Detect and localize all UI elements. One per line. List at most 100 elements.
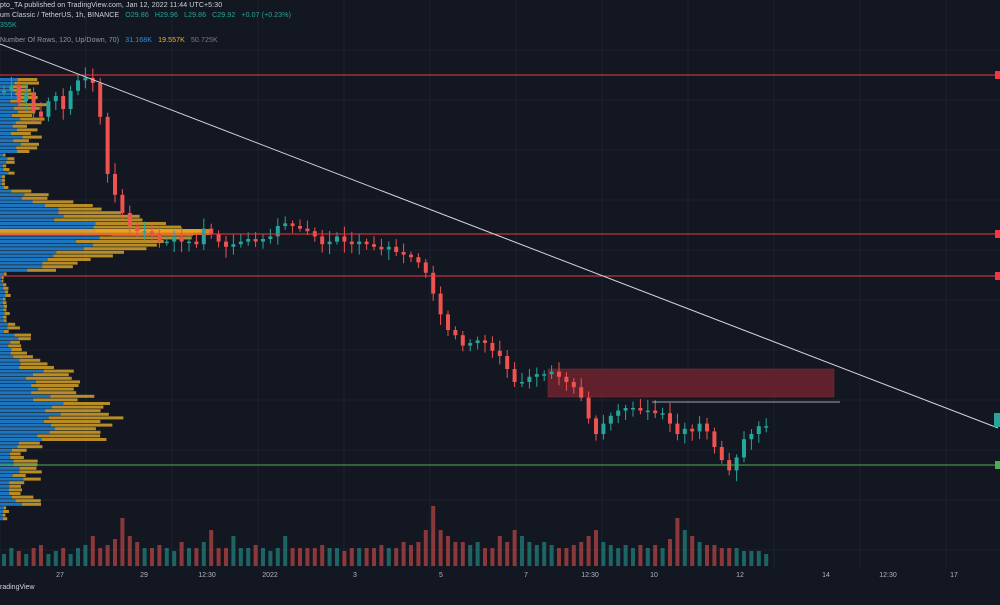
vp-up-bar <box>0 121 16 125</box>
candle-body <box>616 410 621 416</box>
ohlc-low: L29.86 <box>184 12 207 19</box>
candle-body <box>631 408 635 410</box>
vp-up-bar <box>0 297 3 301</box>
publish-info: pto_TA published on TradingView.com, Jan… <box>0 2 223 9</box>
vp-down-bar <box>63 214 140 218</box>
volume-bar <box>46 554 51 566</box>
vp-up-bar <box>0 510 4 513</box>
vp-down-bar <box>48 416 124 420</box>
vp-down-bar <box>11 114 33 117</box>
volume-bar <box>90 536 95 566</box>
vp-down-bar <box>20 96 38 99</box>
volume-bar <box>705 545 709 566</box>
vp-up-bar <box>0 373 33 377</box>
vp-up-bar <box>0 99 11 103</box>
candle-body <box>142 231 147 233</box>
vp-down-bar <box>49 430 101 434</box>
volume-bar <box>423 530 428 566</box>
volume-bar <box>298 548 302 566</box>
ohlc-change: +0.07 (+0.23%) <box>241 12 292 19</box>
candle-body <box>438 293 443 315</box>
vp-down-bar <box>51 405 104 409</box>
candle-body <box>187 241 191 244</box>
candle-body <box>342 236 347 242</box>
candle-body <box>764 426 769 428</box>
volume-bar <box>668 539 672 566</box>
candle-body <box>475 340 480 343</box>
vp-up-bar <box>0 85 13 89</box>
volume-bar <box>653 545 658 566</box>
vp-up-bar <box>0 96 21 99</box>
x-tick-label: 3 <box>353 572 357 579</box>
vp-down-bar <box>43 369 74 373</box>
candle-body <box>16 85 21 102</box>
candle-body <box>150 231 154 234</box>
vp-down-bar <box>1 175 5 179</box>
volume-bar <box>468 545 473 566</box>
candle-body <box>386 246 391 250</box>
candle-body <box>61 96 66 109</box>
volume-bar <box>127 536 132 566</box>
volume-bar <box>401 542 406 566</box>
vp-poc-bar <box>0 229 210 235</box>
vp-up-bar <box>0 283 3 287</box>
vp-down-bar <box>23 477 41 481</box>
vp-down-bar <box>12 474 26 477</box>
candle-body <box>756 426 761 434</box>
volume-bar <box>261 548 265 566</box>
volume-bar <box>453 542 458 566</box>
vp-up-bar <box>0 204 45 207</box>
candle-body <box>431 272 436 294</box>
vp-up-bar <box>0 337 19 341</box>
x-tick-label: 12 <box>736 572 744 579</box>
volume-bar <box>520 536 524 566</box>
vp-down-bar <box>1 178 6 182</box>
vp-up-bar <box>0 186 4 189</box>
candle-body <box>460 335 465 346</box>
vp-up-bar <box>0 258 48 261</box>
vp-down-bar <box>31 391 77 395</box>
x-tick-label: 14 <box>822 572 830 579</box>
vp-down-bar <box>17 445 43 449</box>
vp-down-bar <box>3 186 9 189</box>
vp-down-bar <box>8 322 16 326</box>
candle-body <box>179 236 184 242</box>
x-tick-label: 10 <box>650 572 658 579</box>
volume-bar <box>534 545 539 566</box>
candle-body <box>253 239 258 242</box>
vp-down-bar <box>56 250 124 254</box>
vp-up-bar <box>0 308 4 312</box>
vp-down-bar <box>11 495 34 499</box>
vp-up-bar <box>0 168 4 171</box>
volume-bar <box>142 548 147 566</box>
vp-down-bar <box>2 283 7 287</box>
vp-up-bar <box>0 247 84 251</box>
volume-bar <box>68 554 73 566</box>
candle-body <box>327 241 332 245</box>
vp-up-bar <box>0 114 12 117</box>
volume-bar <box>53 551 58 566</box>
vp-down-bar <box>13 459 38 463</box>
vp-up-bar <box>0 142 21 146</box>
vp-down-bar <box>17 78 38 81</box>
candle-body <box>90 77 95 83</box>
vp-up-bar <box>0 355 14 359</box>
vp-down-bar <box>12 124 27 128</box>
drawn-lines <box>0 43 1000 466</box>
vp-down-bar <box>19 466 37 470</box>
vp-up-bar <box>0 150 18 153</box>
vp-up-bar <box>0 240 77 243</box>
candle-body <box>2 90 6 93</box>
volume-bar <box>727 548 732 566</box>
vp-down-bar <box>99 236 192 240</box>
x-tick-label: 12:30 <box>879 572 897 579</box>
vp-down-volume: 19.557K <box>158 37 185 44</box>
candle-body <box>39 111 43 117</box>
candle-body <box>690 428 695 432</box>
candle-body <box>246 239 251 242</box>
candle-body <box>231 244 236 247</box>
volume-bar <box>113 539 117 566</box>
vp-up-bar <box>0 513 3 517</box>
